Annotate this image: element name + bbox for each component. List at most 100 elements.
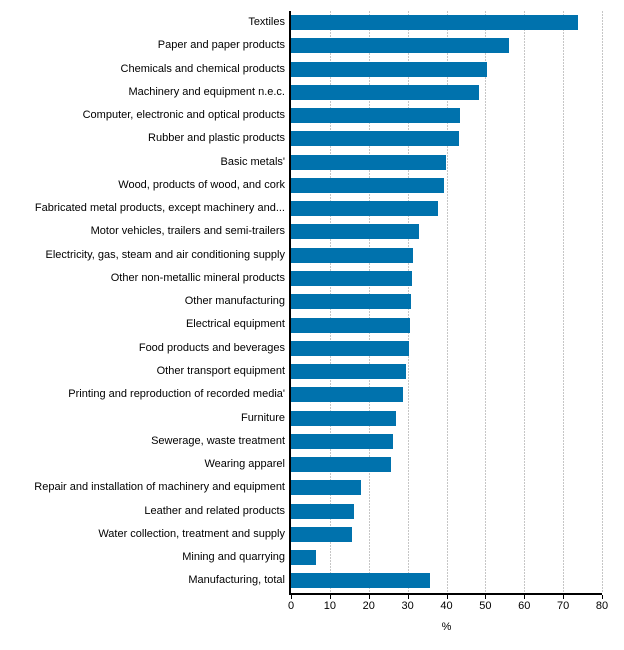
bar <box>291 364 406 380</box>
category-label: Electricity, gas, steam and air conditio… <box>45 248 285 261</box>
category-label: Leather and related products <box>144 504 285 517</box>
category-label: Computer, electronic and optical product… <box>82 109 285 122</box>
tick-label: 30 <box>401 600 414 612</box>
category-label: Sewerage, waste treatment <box>151 434 285 447</box>
bar-row <box>291 11 602 34</box>
category-label: Furniture <box>240 411 285 424</box>
bar-row <box>291 430 602 453</box>
bar-row <box>291 313 602 336</box>
bar-row <box>291 220 602 243</box>
x-axis-ticks: 0 10 20 30 40 50 60 70 80 <box>287 595 608 615</box>
category-label: Water collection, treatment and supply <box>98 527 285 540</box>
tick-mark <box>291 595 292 599</box>
gridline <box>446 11 448 593</box>
category-label: Fabricated metal products, except machin… <box>34 202 285 215</box>
category-label: Electrical equipment <box>185 318 285 331</box>
bar <box>291 526 352 542</box>
bar <box>291 108 461 124</box>
tick-label: 60 <box>518 600 531 612</box>
bar <box>291 340 409 356</box>
bar-row <box>291 197 602 220</box>
bar <box>291 154 446 170</box>
tick-mark <box>368 595 370 599</box>
category-label: Machinery and equipment n.e.c. <box>128 85 285 98</box>
bar <box>291 271 412 287</box>
tick-mark <box>485 595 487 599</box>
bar <box>291 317 410 333</box>
bar-row <box>291 476 602 499</box>
tick-mark <box>446 595 448 599</box>
bar-row <box>291 104 602 127</box>
bar-row <box>291 244 602 267</box>
bar <box>291 84 479 100</box>
tick-label: 80 <box>595 600 609 612</box>
bar <box>291 480 361 496</box>
bar <box>291 247 413 263</box>
bar <box>291 433 394 449</box>
bar <box>291 573 430 589</box>
bar-row <box>291 360 602 383</box>
bar-row <box>291 383 602 406</box>
gridline <box>602 11 603 593</box>
category-label: Mining and quarrying <box>182 551 285 564</box>
tick-mark <box>329 595 331 599</box>
bar-row <box>291 337 602 360</box>
category-label: Repair and installation of machinery and… <box>34 481 285 494</box>
bar-row <box>291 290 602 313</box>
category-label: Manufacturing, total <box>188 574 285 587</box>
bar-row <box>291 34 602 57</box>
bar-row <box>291 569 602 592</box>
plot-area <box>289 11 603 595</box>
bar <box>291 61 488 77</box>
category-label: Wearing apparel <box>204 458 285 471</box>
bar-row <box>291 546 602 569</box>
bar <box>291 503 354 519</box>
bar-row <box>291 127 602 150</box>
tick-mark <box>602 595 603 599</box>
tick-label: 20 <box>362 600 375 612</box>
bar <box>291 15 578 31</box>
bar <box>291 177 445 193</box>
bar-row <box>291 81 602 104</box>
bar-row <box>291 453 602 476</box>
tick-label: 70 <box>557 600 570 612</box>
bar-row <box>291 151 602 174</box>
category-label: Paper and paper products <box>157 39 285 52</box>
bar-row <box>291 267 602 290</box>
x-axis-title: % <box>441 621 452 633</box>
bar <box>291 294 411 310</box>
category-label: Basic metals' <box>220 155 285 168</box>
gridline <box>485 11 487 593</box>
category-label: Printing and reproduction of recorded me… <box>68 388 285 401</box>
bar <box>291 224 419 240</box>
bar <box>291 410 396 426</box>
category-label: Rubber and plastic products <box>148 132 285 145</box>
category-label: Wood, products of wood, and cork <box>118 178 285 191</box>
bar-row <box>291 58 602 81</box>
category-label: Textiles <box>248 16 285 28</box>
bar <box>291 550 317 566</box>
bar-row <box>291 523 602 546</box>
bar <box>291 201 438 217</box>
bar <box>291 457 391 473</box>
category-axis-labels: Textiles Paper and paper products Chemical… <box>0 11 285 593</box>
bar-row <box>291 407 602 430</box>
tick-mark <box>524 595 526 599</box>
gridline <box>563 11 565 593</box>
category-label: Other non-metallic mineral products <box>110 271 285 284</box>
bar-row <box>291 500 602 523</box>
bar-row <box>291 174 602 197</box>
gridline <box>524 11 526 593</box>
category-label: Other transport equipment <box>156 364 285 377</box>
category-label: Motor vehicles, trailers and semi-traile… <box>90 225 285 238</box>
tick-label: 10 <box>323 600 336 612</box>
bar <box>291 387 403 403</box>
tick-label: 50 <box>479 600 492 612</box>
bar <box>291 131 460 147</box>
category-label: Chemicals and chemical products <box>120 62 285 75</box>
tick-label: 40 <box>440 600 453 612</box>
category-label: Food products and beverages <box>138 341 285 354</box>
bar <box>291 38 510 54</box>
tick-label: 0 <box>287 600 295 612</box>
